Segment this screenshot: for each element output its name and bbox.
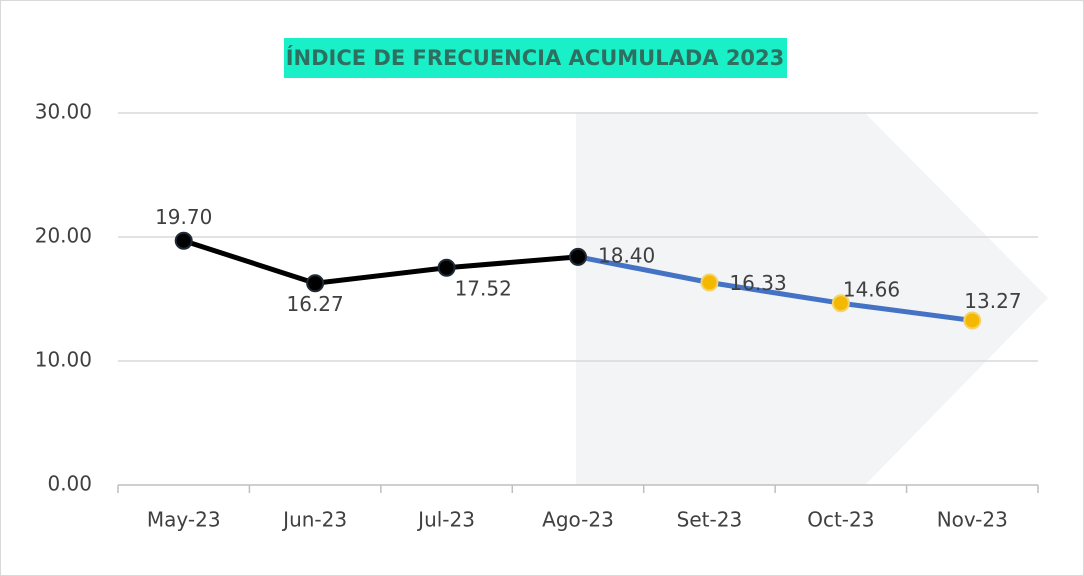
x-tick-label: Ago-23 [542, 508, 614, 532]
y-tick-label: 0.00 [47, 472, 92, 496]
y-tick-label: 10.00 [35, 348, 92, 372]
marker [569, 247, 587, 266]
data-label: 17.52 [455, 276, 512, 300]
x-tick-label: Nov-23 [937, 508, 1008, 532]
chart-title: ÍNDICE DE FRECUENCIA ACUMULADA 2023 [286, 45, 785, 70]
series-line [182, 238, 579, 286]
x-tick-label: Jun-23 [281, 508, 347, 532]
marker [963, 311, 982, 330]
marker [306, 274, 325, 293]
x-tick-label: Jul-23 [416, 508, 475, 532]
title-background [284, 38, 787, 78]
marker [174, 231, 193, 250]
data-label: 16.27 [287, 292, 344, 316]
y-tick-label: 30.00 [35, 100, 92, 124]
x-tick-label: Oct-23 [807, 508, 874, 532]
marker [437, 258, 456, 277]
data-label: 14.66 [843, 278, 900, 302]
data-label: 13.27 [964, 289, 1021, 313]
data-label: 16.33 [729, 271, 786, 295]
x-tick-label: May-23 [147, 508, 221, 532]
y-tick-label: 20.00 [35, 224, 92, 248]
marker [700, 273, 719, 292]
series-line [577, 254, 973, 323]
marker [831, 294, 850, 313]
data-label: 19.70 [155, 205, 212, 229]
x-tick-label: Set-23 [677, 508, 743, 532]
data-label: 18.40 [598, 243, 655, 267]
